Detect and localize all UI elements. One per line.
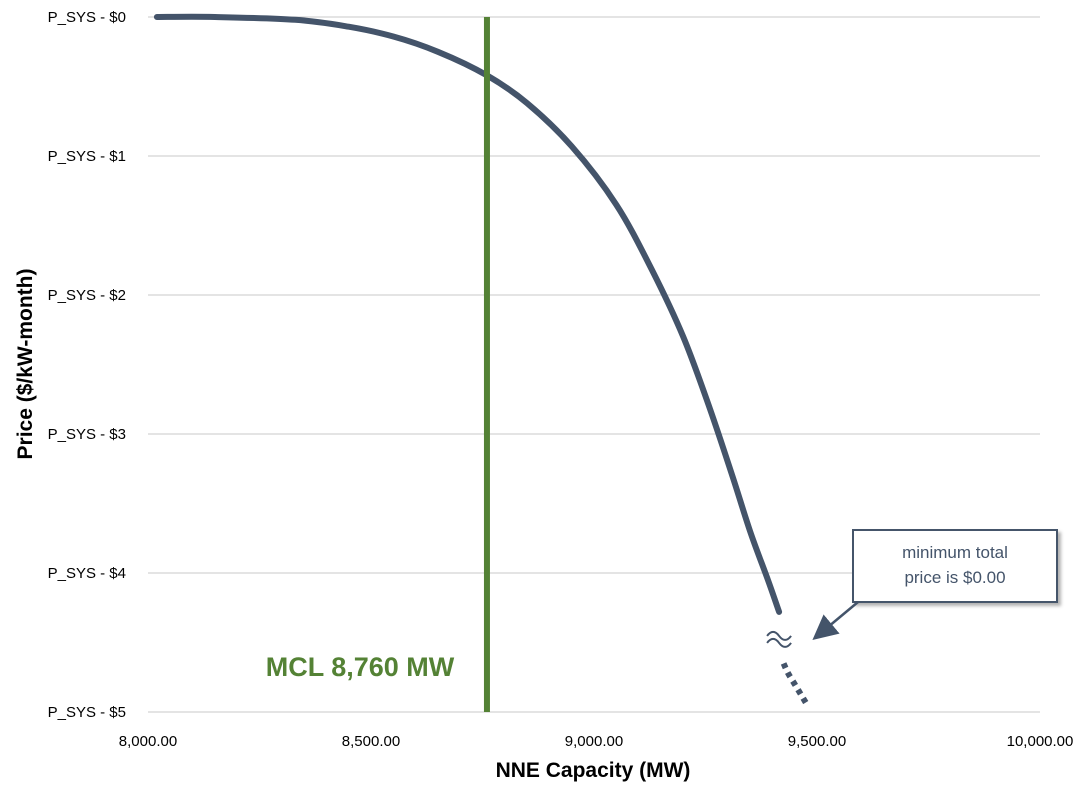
y-tick-label: P_SYS - $2 — [48, 287, 126, 304]
x-tick-label: 8,000.00 — [119, 733, 177, 750]
break-wave-1 — [766, 637, 792, 648]
y-tick-label: P_SYS - $5 — [48, 704, 126, 721]
x-axis-title: NNE Capacity (MW) — [496, 759, 691, 782]
gridlines — [148, 16, 1040, 713]
y-tick-label: P_SYS - $0 — [48, 9, 126, 26]
x-tick-label: 9,500.00 — [788, 733, 846, 750]
x-tick-label: 10,000.00 — [1007, 733, 1074, 750]
series-line — [153, 13, 783, 615]
y-tick-label: P_SYS - $4 — [48, 565, 126, 582]
break-wave-0 — [766, 630, 792, 641]
y-tick-label: P_SYS - $3 — [48, 426, 126, 443]
axis-break-icon — [766, 630, 792, 648]
callout-rect — [852, 529, 1058, 603]
callout-arrow — [812, 601, 859, 641]
series-lines — [153, 13, 810, 707]
y-tick-label: P_SYS - $1 — [48, 148, 126, 165]
callout-box: minimum total price is $0.00 — [812, 529, 1058, 641]
reference-line-label: MCL 8,760 MW — [266, 652, 455, 682]
callout-line-2: price is $0.00 — [904, 568, 1005, 587]
series-line-dotted — [780, 662, 810, 707]
y-axis-title: Price ($/kW-month) — [14, 269, 37, 460]
callout-line-1: minimum total — [902, 543, 1008, 562]
x-tick-labels: 8,000.00 8,500.00 9,000.00 9,500.00 10,000.0… — [119, 733, 1074, 750]
x-tick-label: 8,500.00 — [342, 733, 400, 750]
x-tick-label: 9,000.00 — [565, 733, 623, 750]
y-tick-labels: P_SYS - $0 P_SYS - $1 P_SYS - $2 P_SYS - $3… — [48, 9, 126, 721]
